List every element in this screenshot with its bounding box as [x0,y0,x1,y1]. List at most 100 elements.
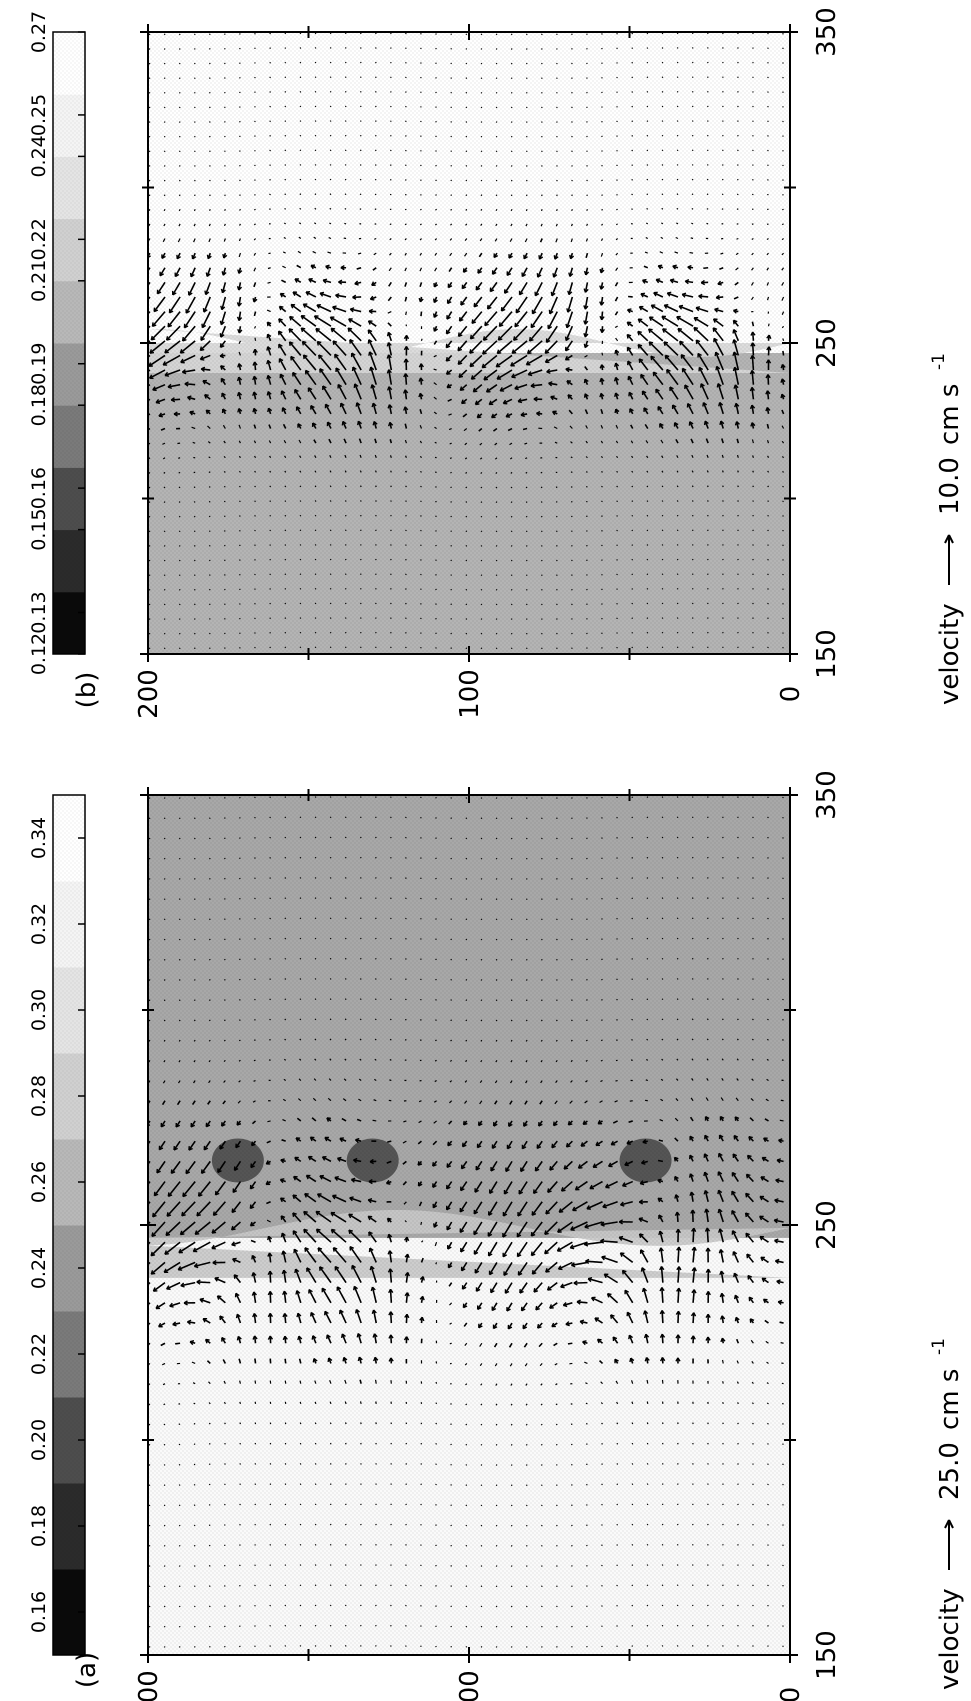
velocity-vector-head [695,306,701,312]
velocity-vector [194,150,196,153]
velocity-vector-head [536,1144,542,1149]
velocity-vector-head [640,292,645,298]
velocity-vector [661,1564,664,1566]
velocity-vector [518,1181,528,1195]
velocity-vector [722,998,724,1001]
velocity-vector [496,369,513,380]
y-tick-label: 100 [455,1670,485,1701]
velocity-vector-head [719,1115,725,1121]
velocity-vector [233,1160,242,1171]
velocity-vector [752,816,754,819]
velocity-vector [525,999,528,1002]
velocity-vector [556,77,558,80]
velocity-vector [556,62,558,65]
velocity-vector-head [205,272,211,277]
velocity-vector [506,1140,513,1150]
velocity-vector [148,150,151,153]
velocity-vector [465,1059,468,1063]
velocity-vector-head [237,407,243,413]
velocity-vector [298,1078,302,1081]
velocity-vector [299,1401,302,1405]
velocity-vector [375,105,377,108]
velocity-vector-head [732,1153,738,1159]
velocity-vector [375,836,377,839]
velocity-vector [450,179,453,182]
velocity-vector [224,857,226,860]
velocity-vector [480,91,483,94]
velocity-vector [269,1523,272,1526]
velocity-vector [600,440,604,444]
velocity-vector [722,544,724,546]
velocity-vector-head [152,1212,157,1218]
velocity-vector [586,898,588,900]
velocity-vector [541,179,543,182]
velocity-vector [495,194,498,197]
velocity-vector [163,515,166,518]
velocity-vector [767,544,769,546]
velocity-vector [269,631,271,634]
velocity-vector-head [418,377,424,382]
velocity-vector [737,1483,739,1486]
velocity-vector-head [717,1189,723,1195]
velocity-vector-head [446,383,452,389]
velocity-vector [359,877,362,879]
velocity-vector-head [236,286,243,291]
velocity-vector [156,1160,166,1174]
velocity-vector [525,530,528,533]
velocity-vector-head [520,411,525,418]
velocity-vector [188,282,196,296]
velocity-vector-head [156,1168,161,1174]
velocity-vector [405,120,407,123]
velocity-vector [737,587,739,590]
velocity-vector [314,877,317,879]
velocity-vector-head [583,378,589,384]
velocity-vector [616,208,618,211]
velocity-vector-head [638,1233,644,1238]
velocity-vector-head [517,1211,522,1217]
velocity-vector-head [659,1266,665,1271]
velocity-vector [676,514,679,517]
velocity-vector [163,632,166,635]
velocity-vector [250,1239,256,1243]
velocity-vector [646,207,649,210]
velocity-vector [284,61,287,64]
velocity-vector [631,1018,633,1021]
velocity-vector-head [354,280,359,286]
velocity-vector [337,384,347,400]
velocity-vector [545,325,558,343]
velocity-vector [569,1241,588,1249]
velocity-vector [676,222,679,225]
velocity-vector-head [702,402,708,407]
velocity-vector [405,105,407,108]
velocity-vector [329,796,332,798]
velocity-vector-head [502,1212,508,1217]
velocity-vector [752,500,754,502]
velocity-vector [194,135,196,138]
velocity-vector [284,588,287,590]
velocity-vector [284,470,287,473]
velocity-vector-head [592,1163,598,1168]
velocity-vector [722,558,724,561]
velocity-vector [586,223,589,227]
velocity-vector-head [641,1287,647,1293]
velocity-vector-head [219,1145,224,1150]
velocity-vector [239,1523,241,1526]
velocity-vector [691,207,694,210]
velocity-vector [462,413,468,418]
velocity-vector [420,1483,422,1486]
velocity-vector [731,1230,740,1243]
velocity-vector-head [373,1356,379,1362]
velocity-vector [231,1201,242,1213]
velocity-vector [707,796,709,798]
velocity-vector [571,817,573,820]
velocity-vector [767,135,769,137]
velocity-vector [638,358,649,371]
velocity-vector [465,545,468,547]
velocity-vector [317,1247,332,1263]
velocity-vector [715,366,724,385]
velocity-vector [767,485,769,488]
velocity-vector [659,251,664,254]
velocity-vector-head [550,395,555,401]
velocity-vector-head [471,319,477,324]
velocity-vector [203,296,212,313]
